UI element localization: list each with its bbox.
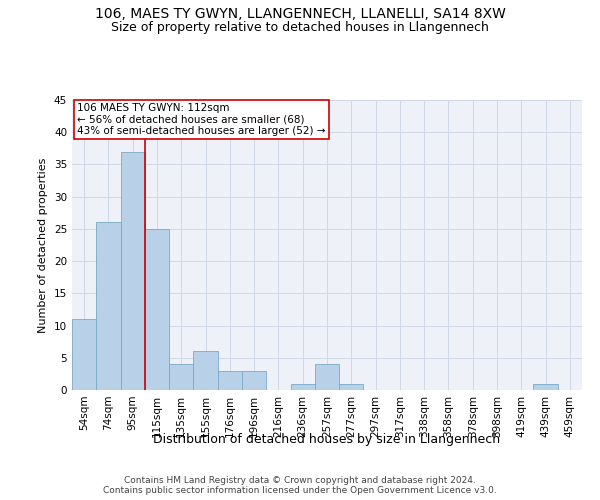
Bar — [145, 229, 169, 390]
Bar — [315, 364, 339, 390]
Bar — [242, 370, 266, 390]
Y-axis label: Number of detached properties: Number of detached properties — [38, 158, 49, 332]
Text: 106 MAES TY GWYN: 112sqm
← 56% of detached houses are smaller (68)
43% of semi-d: 106 MAES TY GWYN: 112sqm ← 56% of detach… — [77, 103, 326, 136]
Bar — [218, 370, 242, 390]
Bar — [290, 384, 315, 390]
Text: 106, MAES TY GWYN, LLANGENNECH, LLANELLI, SA14 8XW: 106, MAES TY GWYN, LLANGENNECH, LLANELLI… — [95, 8, 505, 22]
Bar — [96, 222, 121, 390]
Text: Contains HM Land Registry data © Crown copyright and database right 2024.: Contains HM Land Registry data © Crown c… — [124, 476, 476, 485]
Text: Size of property relative to detached houses in Llangennech: Size of property relative to detached ho… — [111, 21, 489, 34]
Text: Distribution of detached houses by size in Llangennech: Distribution of detached houses by size … — [154, 432, 500, 446]
Bar — [193, 352, 218, 390]
Text: Contains public sector information licensed under the Open Government Licence v3: Contains public sector information licen… — [103, 486, 497, 495]
Bar — [121, 152, 145, 390]
Bar — [533, 384, 558, 390]
Bar — [72, 319, 96, 390]
Bar — [169, 364, 193, 390]
Bar — [339, 384, 364, 390]
